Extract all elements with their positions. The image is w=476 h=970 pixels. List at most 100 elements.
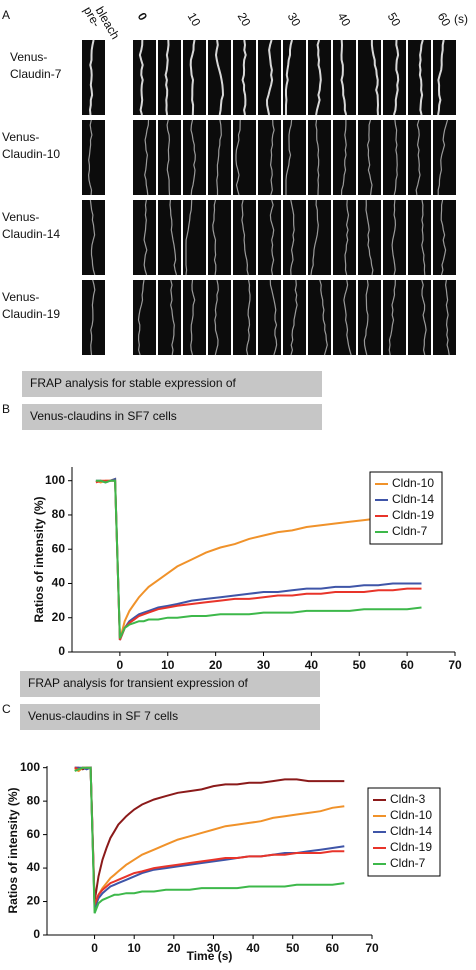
membrane-signal bbox=[269, 279, 278, 356]
micrograph bbox=[283, 200, 306, 275]
micrograph bbox=[308, 280, 331, 355]
membrane-signal bbox=[315, 39, 322, 116]
micrograph bbox=[208, 40, 231, 115]
x-tick-label: 50 bbox=[286, 941, 300, 955]
membrane-signal bbox=[290, 279, 298, 356]
legend-label: Cldn-14 bbox=[392, 492, 434, 506]
time-label: 60 bbox=[435, 10, 454, 29]
membrane-signal bbox=[285, 39, 293, 115]
membrane-signal bbox=[290, 199, 295, 276]
x-tick-label: 30 bbox=[207, 941, 221, 955]
title-box bbox=[20, 671, 320, 697]
membrane-signal bbox=[440, 199, 447, 276]
micrograph bbox=[433, 280, 456, 355]
chart-title: FRAP analysis for transient expression o… bbox=[28, 676, 249, 690]
micrograph bbox=[158, 280, 181, 355]
micrograph bbox=[383, 280, 406, 355]
membrane-signal bbox=[265, 39, 274, 116]
micrograph bbox=[408, 120, 431, 195]
legend-label: Cldn-19 bbox=[392, 508, 434, 522]
membrane-signal bbox=[421, 199, 426, 276]
micrograph bbox=[258, 120, 281, 195]
y-tick-label: 60 bbox=[52, 541, 66, 555]
y-tick-label: 80 bbox=[52, 507, 66, 521]
membrane-signal bbox=[170, 279, 175, 356]
membrane-signal bbox=[214, 39, 225, 116]
y-axis-label: Ratios of intensity (%) bbox=[32, 496, 46, 622]
micrograph bbox=[408, 200, 431, 275]
x-tick-label: 60 bbox=[400, 658, 414, 672]
membrane-signal bbox=[144, 119, 150, 196]
membrane-signal bbox=[315, 119, 320, 196]
row-label: Claudin-7 bbox=[10, 67, 62, 81]
y-tick-label: 0 bbox=[58, 644, 65, 658]
micrograph bbox=[183, 40, 206, 115]
time-label: 20 bbox=[235, 10, 254, 29]
x-axis-label: Time (s) bbox=[187, 949, 233, 963]
y-tick-label: 20 bbox=[27, 894, 41, 908]
micrograph bbox=[383, 120, 406, 195]
membrane-signal bbox=[269, 199, 275, 276]
legend-label: Cldn-3 bbox=[390, 792, 426, 806]
membrane-signal bbox=[241, 39, 247, 116]
membrane-signal bbox=[310, 199, 319, 276]
time-label: 30 bbox=[285, 10, 304, 29]
title-box bbox=[22, 404, 322, 430]
series-line bbox=[95, 479, 422, 639]
membrane-signal bbox=[393, 119, 398, 196]
micrograph bbox=[333, 40, 356, 115]
y-tick-label: 0 bbox=[33, 927, 40, 941]
membrane-signal bbox=[235, 119, 241, 196]
micrograph bbox=[158, 40, 181, 115]
micrograph bbox=[82, 40, 105, 115]
membrane-signal bbox=[366, 119, 373, 196]
membrane-signal bbox=[87, 119, 93, 196]
micrograph bbox=[308, 200, 331, 275]
micrograph bbox=[258, 280, 281, 355]
membrane-signal bbox=[388, 279, 396, 356]
membrane-signal bbox=[216, 119, 222, 195]
x-tick-label: 0 bbox=[117, 658, 124, 672]
micrograph bbox=[183, 200, 206, 275]
membrane-signal bbox=[143, 199, 148, 276]
micrograph bbox=[133, 120, 156, 195]
membrane-signal bbox=[245, 279, 251, 356]
membrane-signal bbox=[421, 279, 427, 356]
micrograph bbox=[183, 280, 206, 355]
micrograph bbox=[82, 280, 105, 355]
y-tick-label: 40 bbox=[52, 576, 66, 590]
membrane-signal bbox=[370, 40, 380, 116]
membrane-signal bbox=[418, 39, 424, 116]
membrane-signal bbox=[164, 39, 170, 116]
row-label: Venus- bbox=[2, 130, 39, 144]
membrane-signal bbox=[391, 199, 397, 276]
title-box bbox=[22, 371, 322, 397]
micrograph bbox=[208, 120, 231, 195]
row-label: Claudin-19 bbox=[2, 307, 60, 321]
micrograph bbox=[258, 200, 281, 275]
row-label: Claudin-14 bbox=[2, 227, 60, 241]
row-label: Venus- bbox=[2, 210, 39, 224]
chart-title: Venus-claudins in SF7 cells bbox=[30, 409, 177, 423]
micrograph bbox=[258, 40, 281, 115]
row-label: Venus- bbox=[2, 290, 39, 304]
x-tick-label: 10 bbox=[161, 658, 175, 672]
membrane-signal bbox=[169, 199, 178, 276]
row-label: Claudin-10 bbox=[2, 147, 60, 161]
membrane-signal bbox=[88, 39, 95, 116]
time-unit: (s) bbox=[454, 12, 468, 26]
x-tick-label: 30 bbox=[257, 658, 271, 672]
x-tick-label: 40 bbox=[246, 941, 260, 955]
membrane-signal bbox=[340, 120, 347, 196]
membrane-signal bbox=[189, 39, 196, 116]
legend-label: Cldn-10 bbox=[390, 808, 432, 822]
micrograph bbox=[233, 40, 256, 115]
membrane-signal bbox=[190, 279, 196, 356]
y-tick-label: 100 bbox=[45, 473, 65, 487]
time-label: 10 bbox=[185, 10, 204, 29]
micrograph bbox=[383, 200, 406, 275]
membrane-signal bbox=[269, 119, 275, 196]
membrane-signal bbox=[212, 199, 217, 276]
micrograph bbox=[408, 280, 431, 355]
